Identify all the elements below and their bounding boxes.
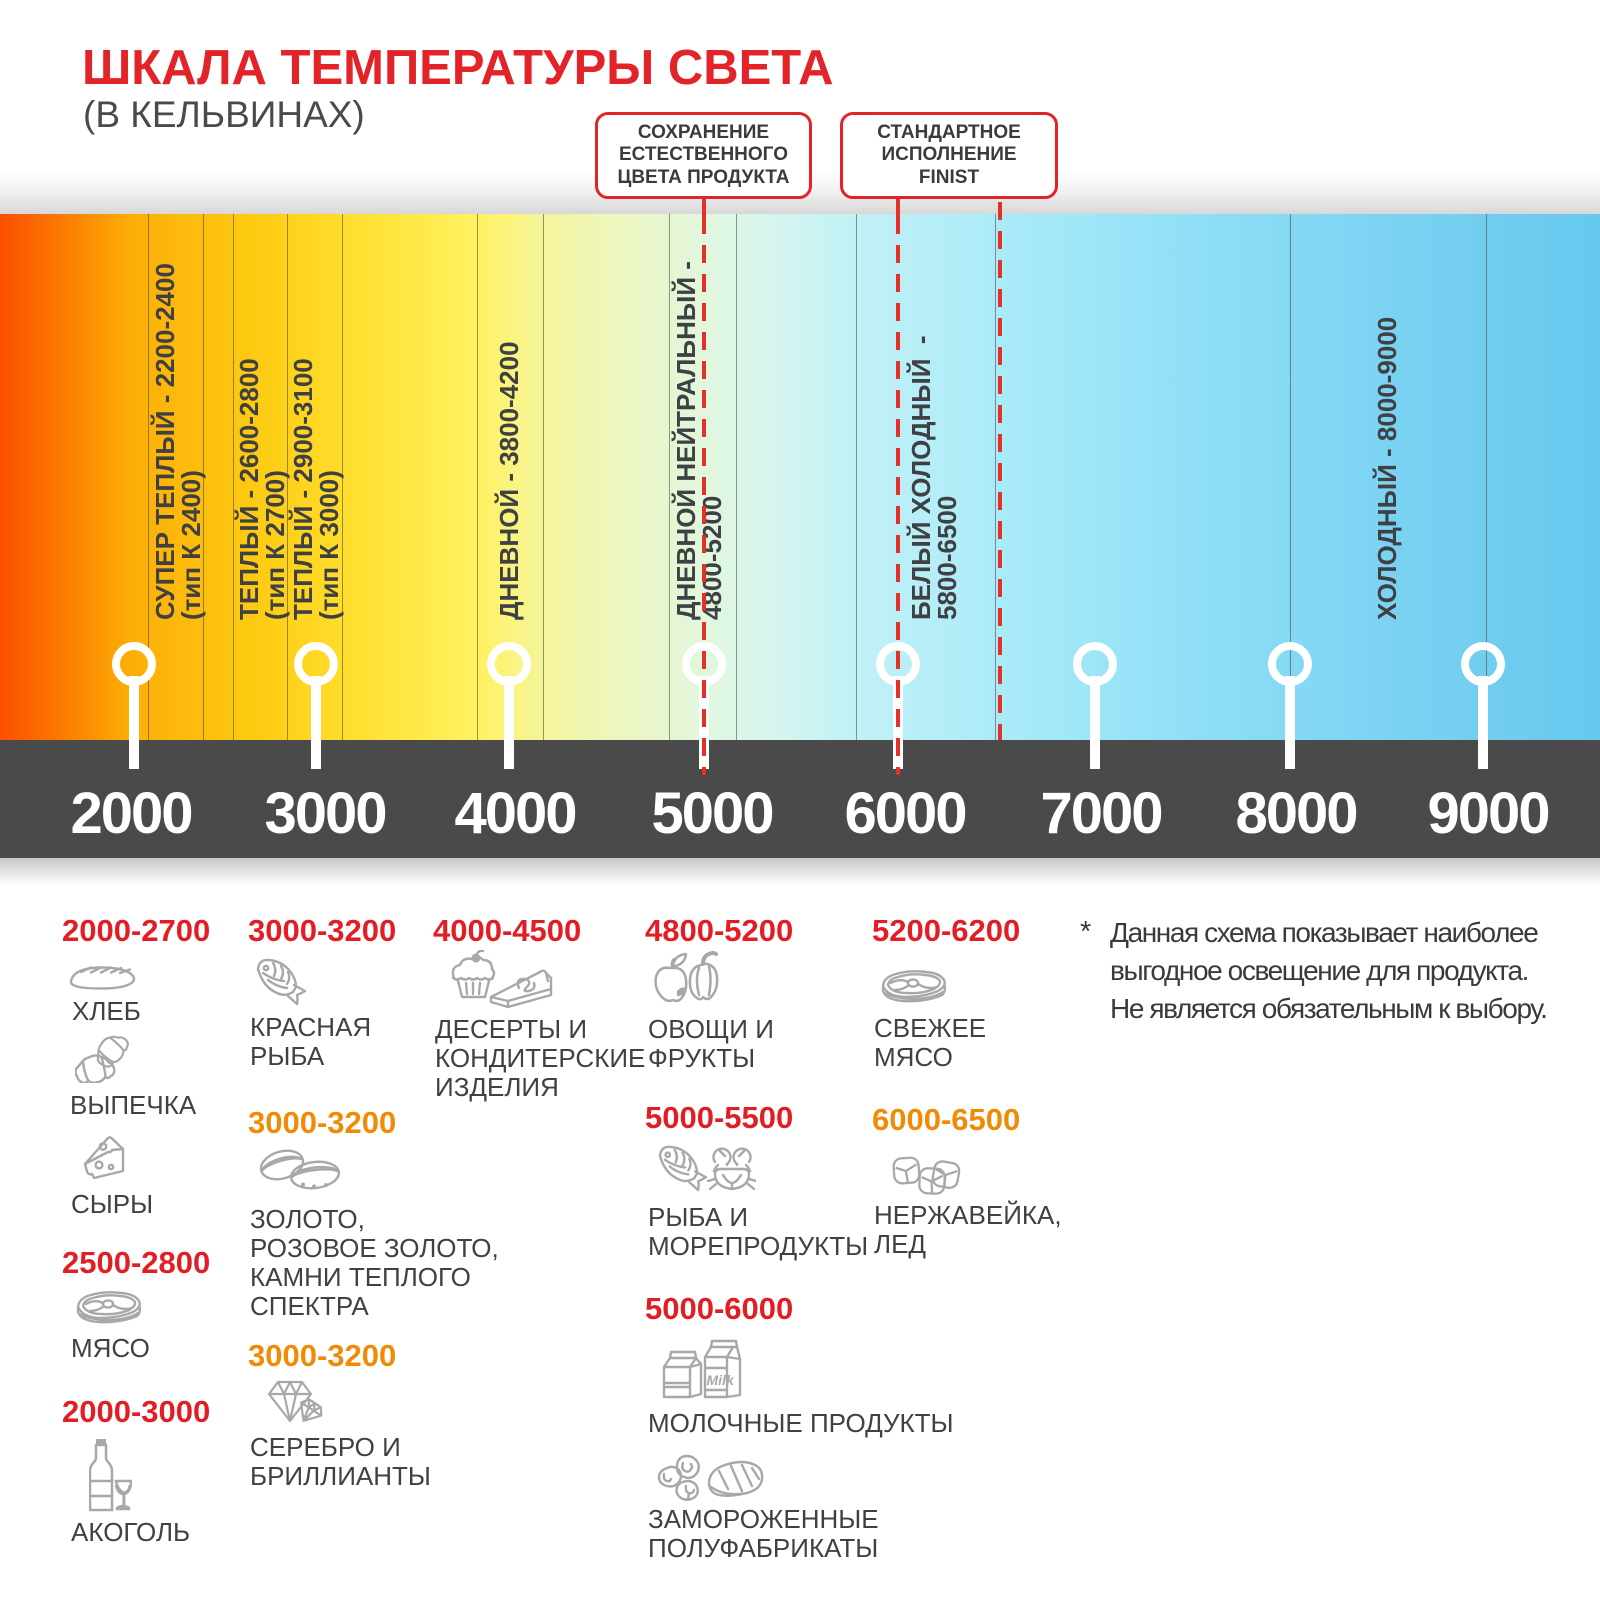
svg-text:Milk: Milk: [707, 1372, 735, 1388]
